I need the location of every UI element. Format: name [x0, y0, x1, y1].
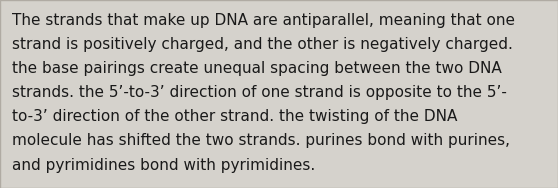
- Text: The strands that make up DNA are antiparallel, meaning that one: The strands that make up DNA are antipar…: [12, 13, 515, 28]
- Text: the base pairings create unequal spacing between the two DNA: the base pairings create unequal spacing…: [12, 61, 502, 76]
- Text: strands. the 5’-to-3’ direction of one strand is opposite to the 5’-: strands. the 5’-to-3’ direction of one s…: [12, 85, 507, 100]
- Text: strand is positively charged, and the other is negatively charged.: strand is positively charged, and the ot…: [12, 37, 513, 52]
- Text: molecule has shifted the two strands. purines bond with purines,: molecule has shifted the two strands. pu…: [12, 133, 510, 149]
- Text: and pyrimidines bond with pyrimidines.: and pyrimidines bond with pyrimidines.: [12, 158, 315, 173]
- Text: to-3’ direction of the other strand. the twisting of the DNA: to-3’ direction of the other strand. the…: [12, 109, 458, 124]
